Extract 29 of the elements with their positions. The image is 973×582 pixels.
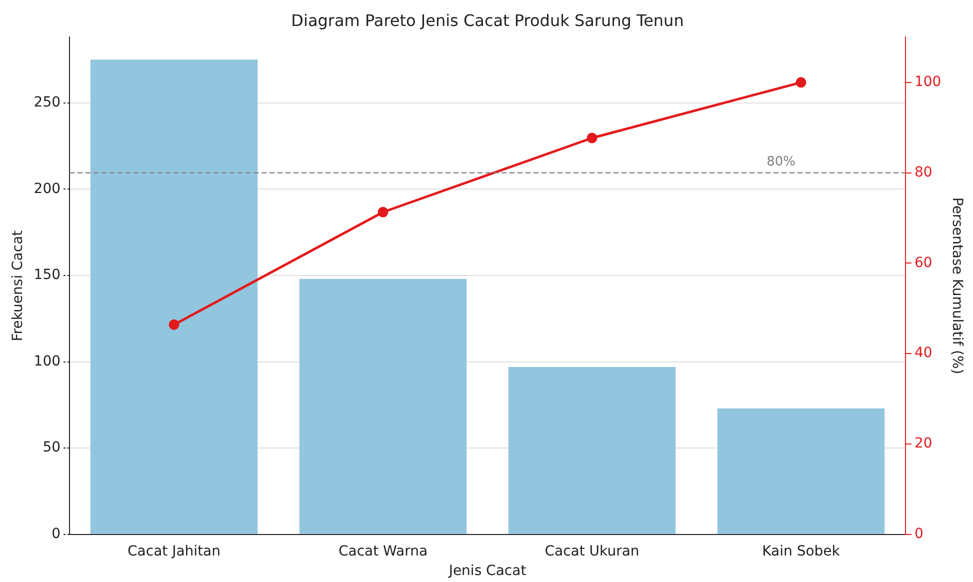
x-tick-label: Cacat Warna xyxy=(338,543,428,560)
y2-tick-label: 100 xyxy=(914,74,942,90)
y-tick-label: 100 xyxy=(34,353,61,370)
chart-title: Diagram Pareto Jenis Cacat Produk Sarung Tenun xyxy=(291,10,684,30)
y-tick-label: 200 xyxy=(34,180,61,197)
x-axis-title: Jenis Cacat xyxy=(448,563,527,580)
bar xyxy=(717,408,885,534)
y2-axis-title: Persentase Kumulatif (%) xyxy=(948,197,965,374)
point xyxy=(796,77,806,88)
y-axis-title: Frekuensi Cacat xyxy=(10,230,26,342)
point xyxy=(586,132,598,144)
y2-tick-label: 40 xyxy=(914,345,932,362)
y-tick-label: 0 xyxy=(52,526,61,542)
point xyxy=(378,206,388,218)
y2-tick-label: 20 xyxy=(914,436,932,452)
point xyxy=(168,319,180,330)
y2-tick-label: 80 xyxy=(914,164,932,180)
y2-tick-label: 60 xyxy=(914,254,932,271)
x-tick-label: Cacat Jahitan xyxy=(128,543,221,560)
ref-line-label: 80% xyxy=(766,154,796,170)
bar xyxy=(299,278,467,534)
x-tick-label: Cacat Ukuran xyxy=(544,543,640,560)
bar xyxy=(90,60,258,534)
y-tick-label: 250 xyxy=(34,94,61,110)
y2-tick-label: 0 xyxy=(914,526,924,542)
bar xyxy=(508,366,676,534)
x-tick-label: Kain Sobek xyxy=(762,543,841,560)
y-tick-label: 150 xyxy=(34,267,61,284)
y-tick-label: 50 xyxy=(42,440,61,456)
